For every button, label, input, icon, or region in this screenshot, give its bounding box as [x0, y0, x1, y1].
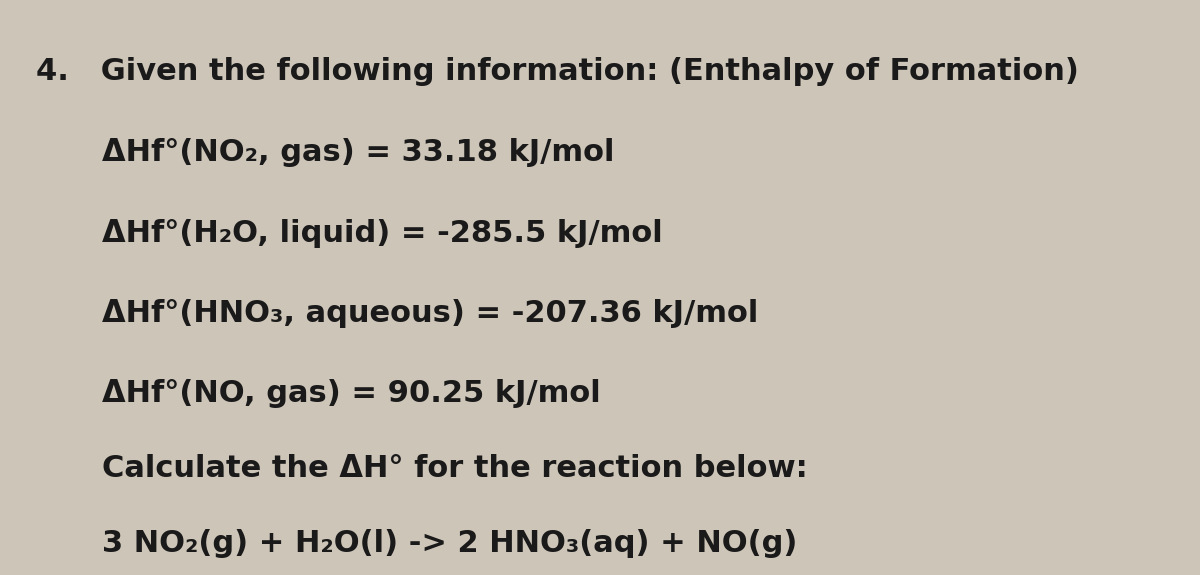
Text: 3 NO₂(g) + H₂O(l) -> 2 HNO₃(aq) + NO(g): 3 NO₂(g) + H₂O(l) -> 2 HNO₃(aq) + NO(g)	[102, 529, 797, 558]
Text: Calculate the ΔH° for the reaction below:: Calculate the ΔH° for the reaction below…	[102, 454, 808, 483]
Text: ΔHf°(H₂O, liquid) = -285.5 kJ/mol: ΔHf°(H₂O, liquid) = -285.5 kJ/mol	[102, 218, 662, 247]
Text: ΔHf°(NO₂, gas) = 33.18 kJ/mol: ΔHf°(NO₂, gas) = 33.18 kJ/mol	[102, 138, 614, 167]
Text: 4.   Given the following information: (Enthalpy of Formation): 4. Given the following information: (Ent…	[36, 58, 1079, 86]
Text: ΔHf°(NO, gas) = 90.25 kJ/mol: ΔHf°(NO, gas) = 90.25 kJ/mol	[102, 380, 601, 408]
Text: ΔHf°(HNO₃, aqueous) = -207.36 kJ/mol: ΔHf°(HNO₃, aqueous) = -207.36 kJ/mol	[102, 299, 758, 328]
